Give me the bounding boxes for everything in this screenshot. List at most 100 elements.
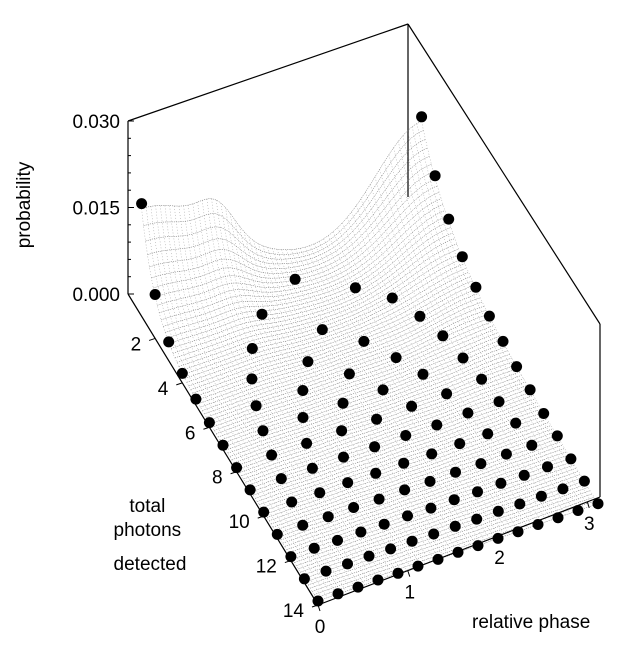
data-point bbox=[371, 413, 383, 425]
mesh-line bbox=[295, 249, 473, 548]
data-point bbox=[163, 336, 175, 348]
mesh-line bbox=[178, 206, 356, 589]
phase-tick-label: 2 bbox=[494, 548, 505, 569]
mesh-line bbox=[147, 147, 428, 265]
data-point bbox=[400, 430, 412, 441]
mesh-line bbox=[202, 200, 379, 580]
data-point bbox=[493, 396, 505, 408]
mesh-line bbox=[360, 198, 538, 525]
z-tick-label: 0.015 bbox=[72, 199, 120, 220]
mesh-line bbox=[229, 354, 510, 457]
data-point bbox=[378, 518, 390, 530]
mesh-line bbox=[308, 487, 589, 586]
mesh-line bbox=[284, 448, 565, 547]
data-point bbox=[342, 558, 353, 570]
data-point bbox=[510, 417, 522, 429]
data-point bbox=[526, 439, 538, 451]
mesh-line bbox=[267, 247, 445, 558]
data-point bbox=[437, 330, 449, 342]
n-tick-mark bbox=[230, 471, 237, 475]
data-point bbox=[358, 335, 370, 347]
data-point bbox=[426, 448, 438, 460]
data-point bbox=[203, 417, 215, 429]
data-point bbox=[500, 448, 512, 460]
mesh-line bbox=[143, 130, 424, 255]
data-point bbox=[373, 493, 385, 505]
mesh-line bbox=[337, 227, 515, 534]
data-point bbox=[306, 462, 318, 474]
data-point bbox=[448, 494, 460, 506]
mesh-line bbox=[216, 328, 497, 434]
mesh-line bbox=[253, 240, 431, 563]
n-tick-mark bbox=[284, 560, 292, 564]
mesh-line bbox=[412, 126, 589, 507]
mesh-line bbox=[194, 284, 475, 398]
mesh-line bbox=[332, 231, 510, 535]
mesh-line bbox=[239, 226, 417, 567]
data-point bbox=[441, 388, 453, 400]
data-points bbox=[136, 111, 604, 607]
n-axis-label-line-3: detected bbox=[114, 554, 187, 575]
n-tick-label: 10 bbox=[229, 512, 250, 533]
data-point bbox=[348, 502, 360, 513]
phase-axis: 0 1 2 3 bbox=[315, 496, 601, 638]
data-point bbox=[416, 111, 428, 123]
data-point bbox=[514, 498, 526, 510]
mesh-line bbox=[151, 164, 432, 279]
data-point bbox=[369, 441, 381, 453]
data-point bbox=[417, 368, 429, 380]
mesh-line bbox=[351, 211, 529, 529]
data-point bbox=[457, 352, 469, 364]
data-point bbox=[332, 534, 343, 546]
mesh-line bbox=[402, 135, 580, 511]
mesh-line bbox=[164, 205, 342, 593]
data-point bbox=[271, 528, 283, 540]
mesh-line bbox=[225, 207, 403, 572]
mesh-line bbox=[192, 203, 370, 584]
mesh-line bbox=[262, 245, 440, 560]
data-point bbox=[257, 425, 269, 437]
mesh-line bbox=[197, 202, 375, 582]
data-point bbox=[538, 408, 550, 419]
data-point bbox=[406, 535, 418, 547]
phase-tick-label: 3 bbox=[584, 514, 595, 535]
mesh-line bbox=[309, 245, 487, 543]
frame-edge bbox=[127, 23, 409, 122]
phase-tick-mark bbox=[497, 536, 501, 543]
data-point bbox=[176, 367, 188, 379]
data-point bbox=[244, 484, 256, 496]
mesh-line bbox=[188, 272, 469, 387]
mesh-line bbox=[200, 297, 481, 408]
n-tick-mark bbox=[257, 515, 264, 519]
mesh-line bbox=[184, 263, 465, 379]
data-point bbox=[470, 281, 482, 293]
data-point bbox=[390, 352, 402, 364]
mesh-line bbox=[174, 238, 455, 359]
data-point bbox=[370, 467, 382, 479]
data-point bbox=[452, 546, 464, 558]
mesh-line bbox=[149, 156, 430, 269]
data-point bbox=[454, 438, 466, 450]
data-point bbox=[266, 449, 278, 461]
data-point bbox=[449, 520, 461, 532]
data-point bbox=[231, 462, 243, 474]
data-point bbox=[343, 368, 355, 380]
data-point bbox=[136, 198, 148, 210]
mesh-line bbox=[188, 205, 365, 585]
data-point bbox=[472, 486, 483, 498]
data-point bbox=[289, 273, 301, 285]
mesh-line bbox=[174, 205, 351, 590]
data-point bbox=[542, 461, 553, 473]
mesh-line bbox=[169, 205, 347, 592]
mesh-line bbox=[165, 210, 446, 333]
data-point bbox=[302, 356, 314, 368]
data-point bbox=[149, 289, 161, 300]
mesh-line bbox=[296, 467, 577, 566]
data-point bbox=[552, 512, 564, 524]
mesh-line bbox=[167, 215, 448, 339]
data-point bbox=[250, 400, 262, 412]
mesh-line bbox=[160, 205, 337, 595]
data-point bbox=[286, 496, 298, 508]
data-point bbox=[297, 385, 309, 396]
data-point bbox=[428, 528, 440, 540]
